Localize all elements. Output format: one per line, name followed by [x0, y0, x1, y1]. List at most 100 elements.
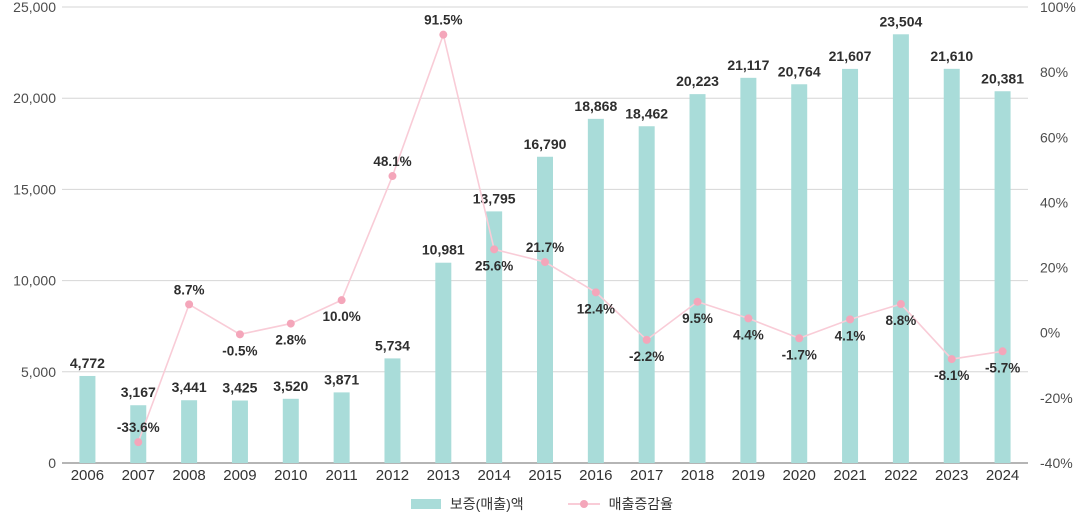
growth-point: [744, 314, 753, 323]
bar: [689, 94, 706, 463]
bar: [486, 211, 503, 463]
bar-value-label: 13,795: [473, 190, 516, 206]
bar: [384, 358, 401, 463]
bar: [79, 375, 96, 463]
bar: [943, 68, 960, 463]
x-axis-tick-label: 2020: [783, 467, 816, 484]
x-axis-tick-label: 2008: [172, 467, 205, 484]
growth-value-label: -8.1%: [934, 368, 969, 383]
growth-value-label: 8.8%: [886, 313, 917, 328]
x-axis-tick-label: 2023: [935, 467, 968, 484]
x-axis-tick-label: 2018: [681, 467, 714, 484]
growth-value-label: 9.5%: [682, 311, 713, 326]
bar-value-label: 20,764: [778, 63, 821, 79]
x-axis-tick-label: 2013: [427, 467, 460, 484]
x-axis-tick-label: 2012: [376, 467, 409, 484]
y-axis-left-tick-label: 15,000: [13, 181, 56, 197]
y-axis-left-tick-label: 10,000: [13, 273, 56, 289]
y-axis-left-tick-label: 25,000: [13, 0, 56, 15]
growth-point: [795, 334, 804, 343]
line-series-dot-icon: [579, 500, 588, 508]
growth-value-label: -0.5%: [222, 343, 257, 358]
x-axis-tick-label: 2006: [71, 467, 104, 484]
legend-item-bar[interactable]: 보증(매출)액: [410, 494, 524, 514]
y-axis-right-tick-label: 40%: [1040, 194, 1068, 210]
bar-series-swatch: [410, 499, 441, 509]
growth-value-label: -33.6%: [117, 420, 160, 435]
bar: [740, 77, 757, 463]
growth-value-label: 4.4%: [733, 327, 764, 342]
bar-value-label: 21,607: [829, 48, 872, 64]
y-axis-right-tick-label: 20%: [1040, 260, 1068, 276]
growth-value-label: 4.1%: [835, 328, 866, 343]
bar: [130, 405, 147, 463]
y-axis-left-tick-label: 20,000: [13, 90, 56, 106]
bar-value-label: 3,167: [121, 384, 156, 400]
bar-value-label: 18,868: [574, 98, 617, 114]
growth-point: [286, 319, 295, 328]
bar: [842, 68, 859, 464]
growth-point: [235, 330, 244, 339]
x-axis-tick-label: 2024: [986, 467, 1019, 484]
x-axis-tick-label: 2021: [833, 467, 866, 484]
bar: [892, 34, 909, 463]
y-axis-right-tick-label: 100%: [1040, 0, 1076, 15]
growth-point: [134, 438, 143, 447]
growth-value-label: -5.7%: [985, 360, 1020, 375]
bar-series-label: 보증(매출)액: [449, 496, 524, 512]
bar: [333, 392, 350, 463]
y-axis-right-tick-label: -40%: [1040, 455, 1073, 471]
bar-value-label: 3,520: [273, 378, 308, 394]
growth-value-label: -2.2%: [629, 349, 664, 364]
growth-value-label: 12.4%: [577, 301, 615, 316]
bar: [638, 126, 655, 464]
bar-value-label: 10,981: [422, 242, 465, 258]
growth-point: [896, 300, 905, 309]
legend: 보증(매출)액 매출증감율: [0, 494, 1084, 514]
legend-item-line[interactable]: 매출증감율: [567, 494, 674, 514]
bar: [435, 262, 452, 463]
growth-point: [490, 245, 499, 254]
growth-value-label: 91.5%: [424, 13, 462, 28]
bar-value-label: 5,734: [375, 337, 410, 353]
growth-value-label: 21.7%: [526, 240, 564, 255]
line-series-label: 매출증감율: [608, 496, 674, 512]
y-axis-right-tick-label: 80%: [1040, 64, 1068, 80]
y-axis-right-tick-label: -20%: [1040, 390, 1073, 406]
growth-point: [642, 335, 651, 344]
growth-point: [947, 355, 956, 364]
growth-value-label: 48.1%: [373, 154, 411, 169]
x-axis-tick-label: 2014: [477, 467, 510, 484]
bar-value-label: 21,610: [930, 48, 973, 64]
growth-point: [591, 288, 600, 297]
bar-value-label: 18,462: [625, 105, 668, 121]
growth-value-label: -1.7%: [782, 347, 817, 362]
growth-value-label: 2.8%: [275, 333, 306, 348]
bar-value-label: 16,790: [524, 136, 567, 152]
x-axis-tick-label: 2009: [223, 467, 256, 484]
bar: [537, 156, 553, 463]
bar-value-label: 21,117: [727, 57, 769, 73]
x-axis-tick-label: 2022: [884, 467, 917, 484]
growth-point: [337, 296, 346, 305]
growth-point: [846, 315, 855, 324]
x-axis-tick-label: 2016: [579, 467, 612, 484]
growth-point: [185, 300, 194, 309]
growth-point: [693, 297, 702, 306]
x-axis-tick-label: 2011: [325, 467, 357, 484]
bar-value-label: 3,871: [324, 371, 359, 387]
growth-point: [439, 30, 448, 39]
growth-line: [137, 31, 1003, 443]
x-axis-tick-label: 2019: [732, 467, 765, 484]
growth-point: [388, 172, 397, 181]
x-axis-tick-label: 2010: [274, 467, 307, 484]
bar: [231, 400, 248, 463]
y-axis-left-tick-label: 5,000: [21, 364, 56, 380]
growth-value-label: 25.6%: [475, 258, 513, 273]
x-axis-tick-label: 2007: [122, 467, 155, 484]
bar-value-label: 3,425: [222, 380, 257, 396]
bar-value-label: 23,504: [879, 13, 922, 29]
y-axis-right-tick-label: 60%: [1040, 129, 1068, 145]
